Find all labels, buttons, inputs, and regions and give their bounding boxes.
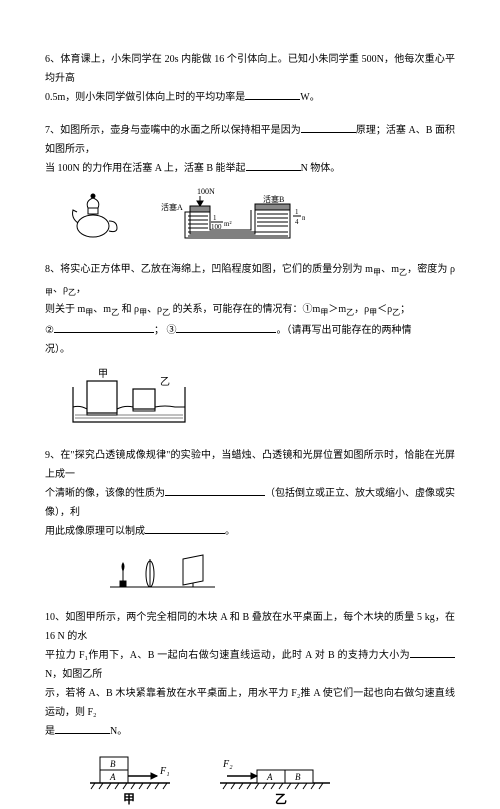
q6-text-b: 0.5m，则小朱同学做引体向上时的平均功率是	[45, 92, 245, 103]
q7-unit: N 物体。	[301, 163, 341, 174]
svg-text:100: 100	[211, 223, 222, 231]
svg-text:m²: m²	[302, 214, 305, 222]
q9-line3: 用此成像原理可以制成。	[45, 522, 455, 541]
q10-line1: 10、如图甲所示，两个完全相同的木块 A 和 B 叠放在水平桌面上，每个木块的质…	[45, 608, 455, 646]
q7-text-c: 当 100N 的力作用在活塞 A 上，活塞 B 能举起	[45, 163, 246, 174]
question-8: 8、将实心正方体甲、乙放在海绵上，凹陷程度如图，它们的质量分别为 m甲、m乙，密…	[45, 260, 455, 432]
question-7: 7、如图所示，壶身与壶嘴中的水面之所以保持相平是因为原理；活塞 A、B 面积如图…	[45, 121, 455, 246]
q10-line3: 示，若将 A、B 木块紧靠着放在水平桌面上，用水平力 F₂推 A 使它们一起也向…	[45, 684, 455, 722]
svg-text:F₁: F₁	[159, 766, 170, 777]
svg-text:B: B	[110, 759, 116, 769]
piston-a-label: 活塞A	[161, 202, 183, 212]
q10-num: 10、	[45, 612, 65, 623]
svg-text:甲: 甲	[98, 369, 108, 380]
q10-line2: 平拉力 F₁作用下，A、B 一起向右做匀速直线运动，此时 A 对 B 的支持力大…	[45, 646, 455, 684]
svg-text:4: 4	[295, 218, 299, 226]
q6-num: 6、	[45, 54, 60, 65]
question-6: 6、体育课上，小朱同学在 20s 内能做 16 个引体向上。已知小朱同学重 50…	[45, 50, 455, 107]
q7-line2: 当 100N 的力作用在活塞 A 上，活塞 B 能举起 N 物体。	[45, 159, 455, 178]
q8-num: 8、	[45, 264, 60, 275]
q9-line1: 9、在"探究凸透镜成像规律"的实验中，当蜡烛、凸透镜和光屏位置如图所示时，恰能在…	[45, 446, 455, 484]
svg-text:A: A	[109, 772, 116, 782]
svg-text:F₂: F₂	[222, 759, 233, 770]
q6-text-a: 体育课上，小朱同学在 20s 内能做 16 个引体向上。已知小朱同学重 500N…	[45, 54, 455, 84]
q10-blank1[interactable]	[410, 646, 455, 658]
q8-blank2[interactable]	[176, 321, 276, 333]
svg-text:乙: 乙	[275, 792, 287, 806]
q10-svg: B A F₁ 甲 A B	[85, 749, 345, 809]
q10-figure: B A F₁ 甲 A B	[85, 749, 455, 809]
svg-text:甲: 甲	[123, 792, 135, 806]
question-9: 9、在"探究凸透镜成像规律"的实验中，当蜡烛、凸透镜和光屏位置如图所示时，恰能在…	[45, 446, 455, 594]
svg-text:乙: 乙	[160, 376, 170, 388]
q9-figure	[105, 549, 455, 594]
q10-blank2[interactable]	[55, 722, 110, 734]
q6-blank[interactable]	[245, 88, 300, 100]
q9-num: 9、	[45, 450, 60, 461]
q8-line1: 8、将实心正方体甲、乙放在海绵上，凹陷程度如图，它们的质量分别为 m甲、m乙，密…	[45, 260, 455, 300]
q7-text-a: 如图所示，壶身与壶嘴中的水面之所以保持相平是因为	[60, 125, 301, 136]
q9-svg	[105, 549, 225, 594]
q7-figure: 100N 活塞A 活塞B	[65, 186, 455, 246]
q9-blank1[interactable]	[165, 484, 265, 496]
q10-line4: 是N。	[45, 722, 455, 741]
q6-unit: W。	[300, 92, 319, 103]
q9-line2: 个清晰的像，该像的性质为（包括倒立或正立、放大或缩小、虚像或实像），利	[45, 484, 455, 522]
q8-line3: ②； ③。（请再写出可能存在的两种情	[45, 321, 455, 340]
question-10: 10、如图甲所示，两个完全相同的木块 A 和 B 叠放在水平桌面上，每个木块的质…	[45, 608, 455, 809]
q7-svg: 100N 活塞A 活塞B	[65, 186, 305, 246]
q7-line1: 7、如图所示，壶身与壶嘴中的水面之所以保持相平是因为原理；活塞 A、B 面积如图…	[45, 121, 455, 159]
q6-line1: 6、体育课上，小朱同学在 20s 内能做 16 个引体向上。已知小朱同学重 50…	[45, 50, 455, 88]
q6-line2: 0.5m，则小朱同学做引体向上时的平均功率是 W。	[45, 88, 455, 107]
q8-figure: 甲 乙	[65, 367, 455, 432]
q8-line4: 况）。	[45, 340, 455, 359]
q8-blank1[interactable]	[54, 321, 154, 333]
svg-text:1: 1	[213, 214, 217, 222]
q7-num: 7、	[45, 125, 60, 136]
piston-b-label: 活塞B	[263, 194, 284, 204]
svg-text:m²: m²	[224, 220, 232, 228]
svg-text:B: B	[295, 772, 301, 782]
svg-text:1: 1	[295, 208, 299, 216]
q9-blank2[interactable]	[145, 522, 225, 534]
q7-blank1[interactable]	[301, 121, 356, 133]
q8-line2: 则关于 m甲、m乙 和 ρ甲、ρ乙 的关系，可能存在的情况有：①m甲＞m乙，ρ甲…	[45, 300, 455, 320]
q8-svg: 甲 乙	[65, 367, 195, 432]
force-label: 100N	[197, 187, 215, 196]
svg-text:A: A	[266, 772, 273, 782]
q7-blank2[interactable]	[246, 159, 301, 171]
